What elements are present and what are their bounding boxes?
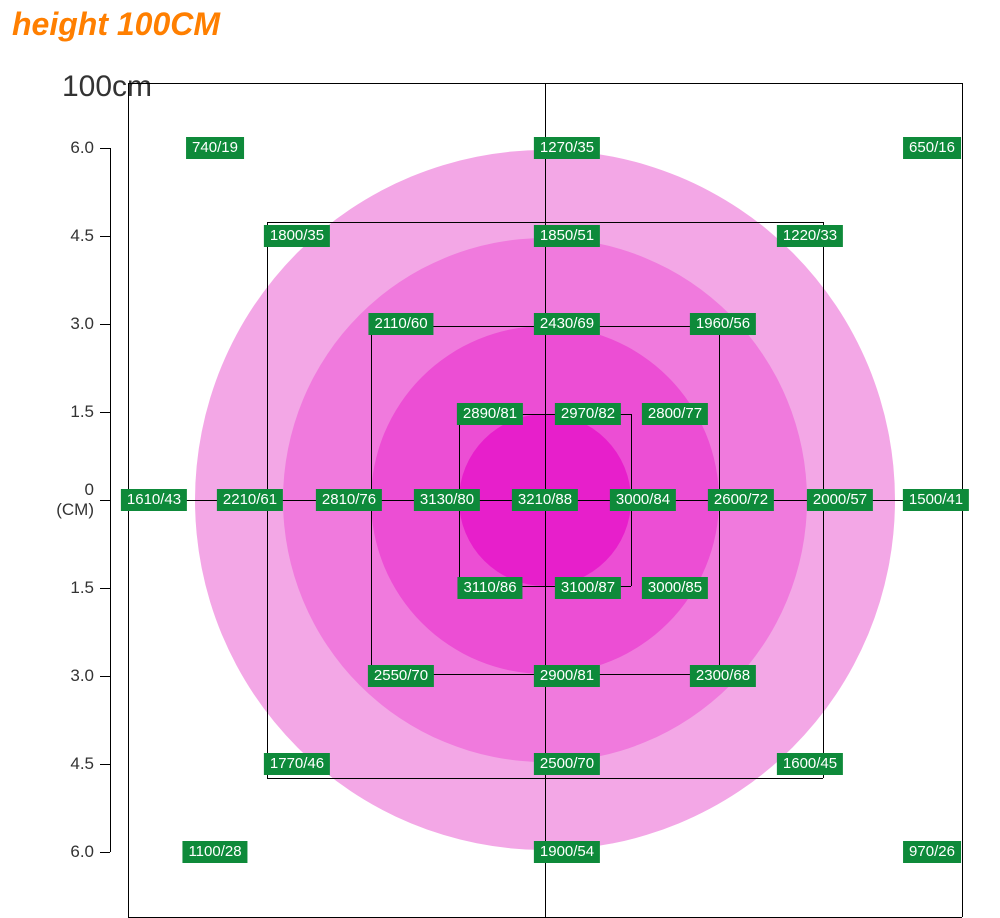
data-point: 650/16 bbox=[903, 137, 961, 159]
data-point: 3100/87 bbox=[555, 577, 621, 599]
data-point: 3000/85 bbox=[642, 577, 708, 599]
y-tick-label: 1.5 bbox=[70, 402, 94, 422]
data-point: 1770/46 bbox=[264, 753, 330, 775]
subtitle: 100cm bbox=[62, 70, 152, 104]
data-point: 1100/28 bbox=[182, 841, 247, 863]
y-tick-label: 3.0 bbox=[70, 314, 94, 334]
data-point: 1960/56 bbox=[690, 313, 756, 335]
data-point: 3210/88 bbox=[512, 489, 578, 511]
data-point: 3130/80 bbox=[414, 489, 480, 511]
data-point: 2110/60 bbox=[368, 313, 433, 335]
data-point: 3000/84 bbox=[610, 489, 676, 511]
y-tick bbox=[100, 764, 110, 765]
y-tick-label: 6.0 bbox=[70, 138, 94, 158]
y-tick bbox=[100, 324, 110, 325]
data-point: 740/19 bbox=[186, 137, 244, 159]
y-tick-label: 4.5 bbox=[70, 226, 94, 246]
y-tick bbox=[100, 236, 110, 237]
y-tick-label: 0 (CM) bbox=[56, 480, 94, 520]
y-tick bbox=[100, 148, 110, 149]
data-point: 2810/76 bbox=[316, 489, 382, 511]
data-point: 1600/45 bbox=[777, 753, 843, 775]
y-tick bbox=[100, 676, 110, 677]
data-point: 2550/70 bbox=[368, 665, 434, 687]
y-tick-label: 6.0 bbox=[70, 842, 94, 862]
data-point: 3110/86 bbox=[457, 577, 522, 599]
y-tick bbox=[100, 412, 110, 413]
data-point: 1270/35 bbox=[534, 137, 600, 159]
data-point: 1610/43 bbox=[121, 489, 187, 511]
data-point: 2890/81 bbox=[457, 403, 523, 425]
data-point: 1900/54 bbox=[534, 841, 600, 863]
y-tick-label: 3.0 bbox=[70, 666, 94, 686]
data-point: 2970/82 bbox=[555, 403, 621, 425]
data-point: 2210/61 bbox=[217, 489, 283, 511]
light-intensity-diagram: height 100CM 100cm 6.04.53.01.50 (CM)1.5… bbox=[0, 0, 1000, 901]
y-tick-label: 4.5 bbox=[70, 754, 94, 774]
plot-area: 6.04.53.01.50 (CM)1.53.04.56.0740/191270… bbox=[110, 130, 980, 870]
data-point: 2800/77 bbox=[642, 403, 708, 425]
page-title: height 100CM bbox=[12, 6, 220, 43]
y-tick-label: 1.5 bbox=[70, 578, 94, 598]
data-point: 1500/41 bbox=[903, 489, 969, 511]
y-tick bbox=[100, 588, 110, 589]
data-point: 970/26 bbox=[903, 841, 961, 863]
data-point: 2300/68 bbox=[690, 665, 756, 687]
data-point: 2000/57 bbox=[807, 489, 873, 511]
y-axis bbox=[110, 148, 111, 852]
data-point: 2430/69 bbox=[534, 313, 600, 335]
y-tick bbox=[100, 500, 110, 501]
data-point: 1850/51 bbox=[534, 225, 600, 247]
y-tick bbox=[100, 852, 110, 853]
data-point: 1800/35 bbox=[264, 225, 330, 247]
data-point: 2600/72 bbox=[708, 489, 774, 511]
data-point: 2900/81 bbox=[534, 665, 600, 687]
data-point: 2500/70 bbox=[534, 753, 600, 775]
data-point: 1220/33 bbox=[777, 225, 843, 247]
